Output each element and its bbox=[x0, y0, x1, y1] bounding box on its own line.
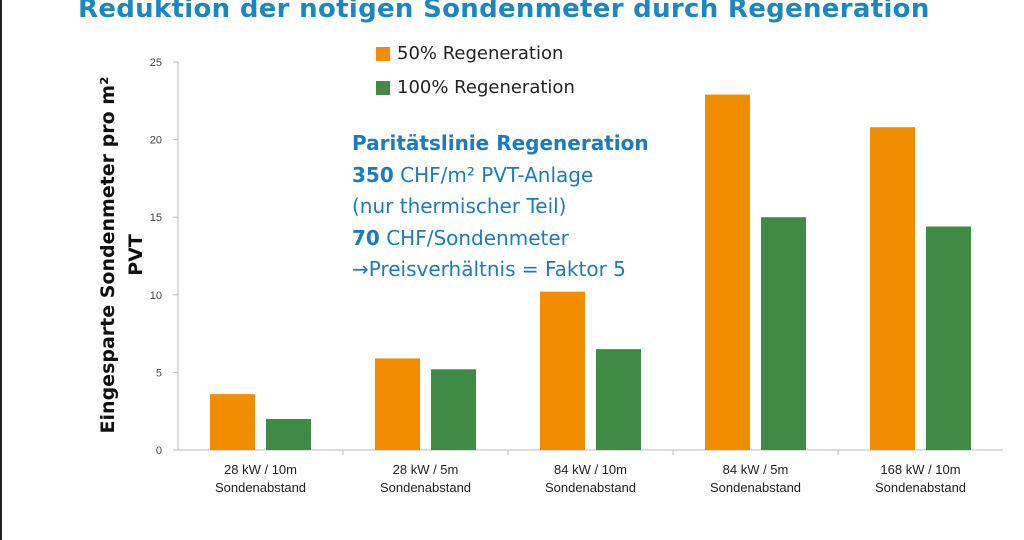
x-tick-label: Sondenabstand bbox=[380, 480, 471, 495]
x-tick-label: Sondenabstand bbox=[875, 480, 966, 495]
annotation-line: Paritätslinie Regeneration bbox=[352, 131, 649, 155]
x-tick-label: Sondenabstand bbox=[215, 480, 306, 495]
y-tick-label: 0 bbox=[156, 445, 162, 457]
x-tick-label: 84 kW / 5m bbox=[723, 462, 789, 477]
x-tick-label: Sondenabstand bbox=[545, 480, 636, 495]
window-border bbox=[0, 0, 2, 540]
bar-100-regeneration bbox=[761, 217, 806, 450]
legend-swatch-orange bbox=[376, 46, 390, 61]
y-tick-label: 15 bbox=[150, 212, 162, 224]
x-tick-label: 84 kW / 10m bbox=[554, 462, 627, 477]
annotation-line: →Preisverhältnis = Faktor 5 bbox=[352, 257, 626, 281]
x-tick-label: Sondenabstand bbox=[710, 480, 801, 495]
bar-50-regeneration bbox=[870, 127, 915, 451]
legend-label: 100% Regeneration bbox=[397, 77, 575, 98]
bar-100-regeneration bbox=[266, 418, 311, 450]
legend-item-100: 100% Regeneration bbox=[376, 77, 575, 98]
legend-swatch-green bbox=[376, 80, 390, 95]
bar-50-regeneration bbox=[210, 394, 255, 450]
y-tick-label: 10 bbox=[150, 290, 162, 302]
annotation-line: CHF/m² PVT-Anlage bbox=[393, 162, 594, 187]
bar-100-regeneration bbox=[596, 349, 641, 450]
legend-label: 50% Regeneration bbox=[397, 43, 564, 64]
annotation-value: 70 bbox=[352, 225, 380, 250]
bar-100-regeneration bbox=[431, 369, 476, 450]
legend-item-50: 50% Regeneration bbox=[376, 43, 563, 64]
bar-50-regeneration bbox=[705, 94, 750, 450]
bar-50-regeneration bbox=[540, 291, 585, 450]
x-tick-label: 28 kW / 10m bbox=[224, 462, 297, 477]
x-tick-label: 28 kW / 5m bbox=[393, 462, 459, 477]
chart-title: Reduktion der nötigen Sondenmeter durch … bbox=[78, 0, 930, 24]
annotation-box: Paritätslinie Regeneration 350 CHF/m² PV… bbox=[352, 128, 649, 286]
annotation-line: CHF/Sondenmeter bbox=[379, 225, 569, 250]
y-tick-label: 20 bbox=[150, 135, 162, 147]
annotation-line: (nur thermischer Teil) bbox=[352, 194, 567, 218]
annotation-value: 350 bbox=[352, 162, 394, 187]
x-tick-label: 168 kW / 10m bbox=[880, 462, 960, 477]
y-tick-label: 25 bbox=[150, 57, 162, 69]
bar-50-regeneration bbox=[375, 358, 420, 450]
bar-100-regeneration bbox=[926, 226, 971, 450]
y-tick-label: 5 bbox=[156, 367, 162, 379]
